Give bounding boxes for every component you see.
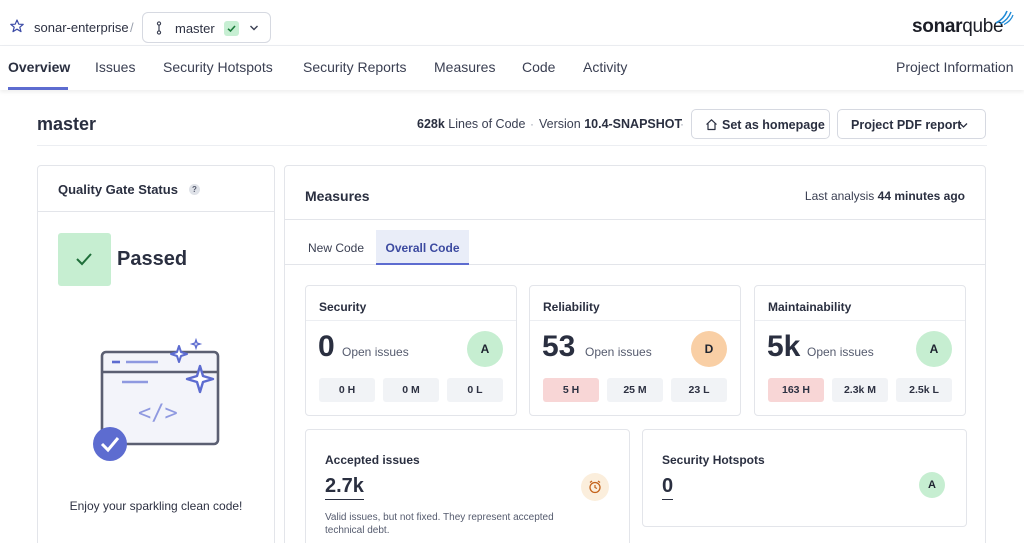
open-issues-count[interactable]: 0 — [318, 330, 335, 363]
measures-title: Measures — [305, 188, 370, 204]
card-title: Security — [319, 300, 367, 314]
quality-gate-status: Passed — [117, 248, 188, 270]
last-analysis-value: 44 minutes ago — [877, 189, 965, 203]
home-icon — [706, 119, 717, 131]
tab-issues[interactable]: Issues — [95, 59, 136, 75]
passed-badge — [58, 233, 111, 286]
open-issues-count[interactable]: 53 — [542, 330, 576, 363]
loc-value: 628k — [417, 117, 445, 131]
open-issues-label: Open issues — [342, 345, 409, 359]
star-icon[interactable] — [10, 19, 24, 33]
logo-text-light: qube — [962, 16, 1004, 37]
severity-low[interactable]: 0 L — [447, 378, 503, 402]
open-issues-label: Open issues — [585, 345, 652, 359]
clean-code-illustration: </> — [93, 338, 220, 461]
measures-header: Measures Last analysis 44 minutes ago — [285, 166, 985, 220]
svg-text:</>: </> — [138, 401, 178, 426]
rating-badge[interactable]: A — [916, 331, 952, 367]
tab-project-information[interactable]: Project Information — [896, 59, 1014, 75]
branch-selector[interactable]: master — [142, 12, 271, 43]
last-analysis: Last analysis 44 minutes ago — [805, 189, 965, 203]
top-bar: sonar-enterprise / master sonarqube — [0, 0, 1024, 46]
sonarqube-logo[interactable]: sonarqube — [912, 16, 1004, 38]
version-label: Version — [539, 117, 581, 131]
severity-medium[interactable]: 25 M — [607, 378, 663, 402]
check-icon — [224, 21, 239, 36]
separator-dot: · — [530, 117, 534, 131]
card-title: Maintainability — [768, 300, 852, 314]
tab-measures[interactable]: Measures — [434, 59, 496, 75]
card-header: Security — [306, 286, 516, 321]
set-homepage-button[interactable]: Set as homepage — [691, 109, 830, 139]
accepted-issues-title: Accepted issues — [325, 453, 420, 467]
measures-panel: Measures Last analysis 44 minutes ago Ne… — [284, 165, 986, 543]
breadcrumb-separator: / — [130, 20, 134, 35]
card-title: Reliability — [543, 300, 600, 314]
reliability-card[interactable]: Reliability 53 Open issues D 5 H 25 M 23… — [529, 285, 741, 416]
maintainability-card[interactable]: Maintainability 5k Open issues A 163 H 2… — [754, 285, 966, 416]
project-nav: Overview Issues Security Hotspots Securi… — [0, 46, 1024, 90]
security-hotspots-count[interactable]: 0 — [662, 475, 674, 500]
tab-code[interactable]: Code — [522, 59, 556, 75]
project-name-link[interactable]: sonar-enterprise — [34, 20, 129, 35]
active-tab-indicator — [8, 87, 68, 90]
quality-gate-card: Quality Gate Status ? Passed </> Enjoy y… — [37, 165, 275, 543]
logo-text-bold: sonar — [912, 16, 963, 37]
rating-badge[interactable]: D — [691, 331, 727, 367]
code-tabs: New Code Overall Code — [285, 230, 985, 265]
accepted-issues-description: Valid issues, but not fixed. They repres… — [325, 512, 554, 536]
clock-icon — [581, 473, 609, 501]
security-hotspots-card: Security Hotspots 0 A — [642, 429, 967, 527]
security-hotspots-title: Security Hotspots — [662, 453, 765, 467]
accepted-issues-count[interactable]: 2.7k — [325, 475, 364, 500]
rating-badge[interactable]: A — [919, 472, 945, 498]
severity-high[interactable]: 5 H — [543, 378, 599, 402]
quality-gate-message: Enjoy your sparkling clean code! — [69, 499, 243, 513]
branch-name: master — [175, 21, 215, 36]
tab-activity[interactable]: Activity — [583, 59, 628, 75]
severity-high[interactable]: 0 H — [319, 378, 375, 402]
separator-dot: · — [680, 117, 684, 131]
version-value: 10.4-SNAPSHOT — [584, 117, 683, 131]
tab-overall-code[interactable]: Overall Code — [376, 230, 469, 265]
card-header: Maintainability — [755, 286, 965, 321]
loc-label: Lines of Code — [448, 117, 526, 131]
last-analysis-label: Last analysis — [804, 189, 875, 203]
tab-security-hotspots[interactable]: Security Hotspots — [163, 59, 273, 75]
check-icon — [76, 253, 92, 266]
help-icon[interactable]: ? — [189, 184, 200, 195]
open-issues-count[interactable]: 5k — [767, 330, 801, 363]
logo-wave-icon — [995, 10, 1014, 25]
severity-high[interactable]: 163 H — [768, 378, 824, 402]
severity-medium[interactable]: 0 M — [383, 378, 439, 402]
lines-of-code: 628k Lines of Code — [417, 117, 525, 131]
severity-medium[interactable]: 2.3k M — [832, 378, 888, 402]
open-issues-label: Open issues — [807, 345, 874, 359]
chevron-down-icon — [250, 25, 258, 31]
version: Version 10.4-SNAPSHOT — [539, 117, 682, 131]
set-homepage-label: Set as homepage — [722, 118, 825, 132]
tab-overview[interactable]: Overview — [8, 59, 71, 75]
header-divider — [37, 145, 987, 146]
pdf-report-label: Project PDF report — [851, 118, 962, 132]
tab-security-reports[interactable]: Security Reports — [303, 59, 407, 75]
accepted-issues-card: Accepted issues 2.7k Valid issues, but n… — [305, 429, 630, 543]
tab-new-code[interactable]: New Code — [307, 241, 365, 255]
quality-gate-title: Quality Gate Status — [58, 182, 178, 197]
severity-low[interactable]: 23 L — [671, 378, 727, 402]
rating-badge[interactable]: A — [467, 331, 503, 367]
security-card[interactable]: Security 0 Open issues A 0 H 0 M 0 L — [305, 285, 517, 416]
branch-icon — [156, 21, 162, 35]
severity-low[interactable]: 2.5k L — [896, 378, 952, 402]
pdf-report-button[interactable]: Project PDF report — [837, 109, 986, 139]
card-header: Reliability — [530, 286, 740, 321]
page-title: master — [37, 114, 97, 134]
quality-gate-header: Quality Gate Status ? — [38, 166, 274, 212]
chevron-down-icon — [959, 123, 968, 128]
